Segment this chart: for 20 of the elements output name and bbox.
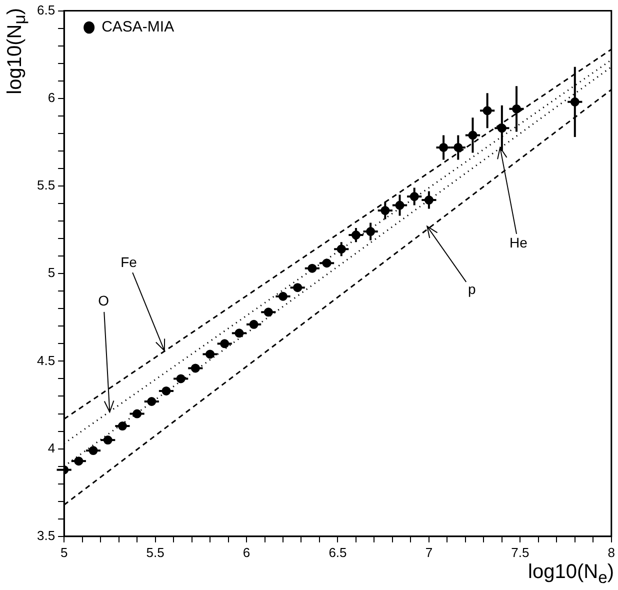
y-tick-label: 3.5 [36, 528, 56, 543]
annotation: p [468, 280, 476, 297]
x-tick-label: 6.5 [328, 544, 347, 560]
x-tick-label: 5 [60, 544, 68, 560]
y-tick-label: 6.5 [36, 2, 56, 18]
legend-label: CASA-MIA [102, 18, 174, 36]
x-tick-label: 7 [425, 544, 433, 560]
annotation: Fe [120, 254, 138, 270]
y-tick-label: 5 [48, 265, 56, 280]
x-tick-label: 8 [608, 544, 615, 560]
annotation: O [98, 292, 110, 309]
x-tick-label: 5.5 [146, 544, 164, 560]
annotation: He [509, 234, 528, 250]
y-tick-label: 5.5 [36, 178, 56, 193]
x-axis-title: log10(N$_{e}$) [528, 561, 614, 588]
y-tick-label: 4.5 [36, 352, 56, 368]
y-tick-label: 4 [48, 440, 56, 456]
x-tick-label: 6 [242, 544, 250, 560]
x-tick-label: 7.5 [511, 544, 530, 560]
y-tick-label: 6 [48, 90, 56, 105]
